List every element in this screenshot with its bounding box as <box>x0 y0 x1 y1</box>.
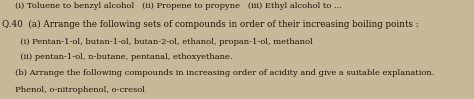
Text: Phenol, o-nitrophenol, o-cresol: Phenol, o-nitrophenol, o-cresol <box>2 86 146 94</box>
Text: (i) Pentan-1-ol, butan-1-ol, butan-2-ol, ethanol, propan-1-ol, methanol: (i) Pentan-1-ol, butan-1-ol, butan-2-ol,… <box>2 38 313 46</box>
Text: (ii) pentan-1-ol, n-butane, pentanal, ethoxyethane.: (ii) pentan-1-ol, n-butane, pentanal, et… <box>2 53 233 61</box>
Text: (i) Toluene to benzyl alcohol   (ii) Propene to propyne   (iii) Ethyl alcohol to: (i) Toluene to benzyl alcohol (ii) Prope… <box>2 2 342 10</box>
Text: Q.40  (a) Arrange the following sets of compounds in order of their increasing b: Q.40 (a) Arrange the following sets of c… <box>2 20 419 29</box>
Text: (b) Arrange the following compounds in increasing order of acidity and give a su: (b) Arrange the following compounds in i… <box>2 69 435 77</box>
